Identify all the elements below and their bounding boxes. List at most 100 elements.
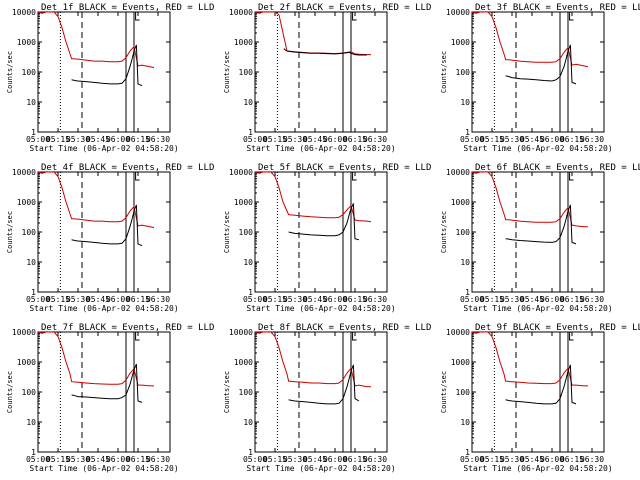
x-tick-label: 05:00 xyxy=(243,455,267,464)
y-axis-label: Counts/sec xyxy=(6,51,14,93)
y-axis-label: Counts/sec xyxy=(223,371,231,413)
y-tick-label: 1 xyxy=(248,128,253,137)
panel-title: Det 9f BLACK = Events, RED = LLD xyxy=(475,323,640,333)
x-axis-label: Start Time (06-Apr-02 04:58:20) xyxy=(463,464,612,473)
panel-det-7: Det 7f BLACK = Events, RED = LLD 1 10 100 10… xyxy=(6,323,214,473)
x-tick-label: 06:00 xyxy=(106,135,130,144)
x-tick-label: 05:00 xyxy=(243,295,267,304)
y-tick-label: 1 xyxy=(248,448,253,457)
panel-title: Det 3f BLACK = Events, RED = LLD xyxy=(475,3,640,13)
y-tick-label: 1000 xyxy=(234,358,253,367)
y-axis-label: Counts/sec xyxy=(6,211,14,253)
marker-bracket xyxy=(352,331,357,341)
y-tick-label: 1000 xyxy=(451,358,470,367)
plot-frame xyxy=(471,171,605,293)
y-tick-label: 100 xyxy=(239,228,254,237)
x-tick-label: 05:30 xyxy=(66,455,90,464)
x-tick-label: 05:15 xyxy=(480,455,504,464)
y-tick-label: 10 xyxy=(460,418,470,427)
x-tick-label: 06:30 xyxy=(363,295,387,304)
x-axis-label: Start Time (06-Apr-02 04:58:20) xyxy=(29,304,178,313)
panel-det-3: Det 3f BLACK = Events, RED = LLD 1 10 100 10… xyxy=(440,3,640,153)
x-tick-label: 06:30 xyxy=(363,135,387,144)
y-tick-label: 1000 xyxy=(451,38,470,47)
x-tick-label: 06:00 xyxy=(323,135,347,144)
panel-det-5: Det 5f BLACK = Events, RED = LLD 1 10 100 10… xyxy=(223,163,431,313)
series-line-lld xyxy=(472,332,588,387)
x-tick-label: 06:15 xyxy=(126,135,150,144)
y-tick-label: 100 xyxy=(239,68,254,77)
x-tick-label: 06:15 xyxy=(560,455,584,464)
series-line-events xyxy=(71,44,143,87)
panel-det-9: Det 9f BLACK = Events, RED = LLD 1 10 100 10… xyxy=(440,323,640,473)
x-tick-label: 05:30 xyxy=(66,295,90,304)
x-tick-label: 05:15 xyxy=(263,295,287,304)
x-tick-label: 05:00 xyxy=(243,135,267,144)
x-tick-label: 05:00 xyxy=(26,135,50,144)
y-tick-label: 10 xyxy=(243,98,253,107)
x-tick-label: 05:30 xyxy=(500,295,524,304)
x-tick-label: 06:15 xyxy=(126,455,150,464)
x-tick-label: 05:00 xyxy=(460,295,484,304)
y-tick-label: 10000 xyxy=(229,328,253,337)
y-axis-label: Counts/sec xyxy=(440,51,448,93)
x-tick-label: 06:30 xyxy=(580,135,604,144)
x-tick-label: 05:45 xyxy=(303,455,327,464)
x-tick-label: 06:30 xyxy=(146,455,170,464)
y-tick-label: 1000 xyxy=(17,358,36,367)
x-axis-label: Start Time (06-Apr-02 04:58:20) xyxy=(29,144,178,153)
y-tick-label: 100 xyxy=(22,68,37,77)
marker-bracket xyxy=(135,331,140,341)
y-tick-label: 10 xyxy=(26,98,36,107)
panel-det-1: Det 1f BLACK = Events, RED = LLD 1 10 100 10… xyxy=(6,3,214,153)
x-tick-label: 06:30 xyxy=(580,295,604,304)
marker-bracket xyxy=(569,171,574,181)
plot-frame xyxy=(37,171,171,293)
plot-frame xyxy=(254,171,388,293)
plot-frame xyxy=(471,331,605,453)
x-tick-label: 05:45 xyxy=(86,295,110,304)
x-axis-label: Start Time (06-Apr-02 04:58:20) xyxy=(463,144,612,153)
y-tick-label: 1000 xyxy=(17,198,36,207)
y-tick-label: 100 xyxy=(456,388,471,397)
plot-frame xyxy=(471,11,605,133)
panel-det-4: Det 4f BLACK = Events, RED = LLD 1 10 100 10… xyxy=(6,163,214,313)
series-line-lld xyxy=(255,332,371,388)
x-tick-label: 05:30 xyxy=(500,455,524,464)
plot-frame xyxy=(37,11,171,133)
x-axis-label: Start Time (06-Apr-02 04:58:20) xyxy=(29,464,178,473)
x-tick-label: 05:15 xyxy=(46,455,70,464)
y-tick-label: 10 xyxy=(243,258,253,267)
x-tick-label: 06:00 xyxy=(540,455,564,464)
series-line-lld xyxy=(255,12,371,56)
x-tick-label: 06:15 xyxy=(343,135,367,144)
y-tick-label: 10000 xyxy=(229,8,253,17)
panel-det-8: Det 8f BLACK = Events, RED = LLD 1 10 100 10… xyxy=(223,323,431,473)
y-tick-label: 10 xyxy=(26,418,36,427)
y-tick-label: 10 xyxy=(26,258,36,267)
y-tick-label: 100 xyxy=(22,228,37,237)
x-tick-label: 05:45 xyxy=(520,455,544,464)
y-tick-label: 1000 xyxy=(234,38,253,47)
x-tick-label: 06:15 xyxy=(343,455,367,464)
x-tick-label: 06:00 xyxy=(540,295,564,304)
series-line-events xyxy=(505,44,577,85)
series-line-events xyxy=(71,204,143,247)
y-tick-label: 1000 xyxy=(451,198,470,207)
x-tick-label: 05:30 xyxy=(283,135,307,144)
marker-bracket xyxy=(352,171,357,181)
y-tick-label: 1000 xyxy=(234,198,253,207)
plot-frame xyxy=(254,11,388,133)
y-tick-label: 1 xyxy=(31,448,36,457)
y-tick-label: 1000 xyxy=(17,38,36,47)
y-tick-label: 10000 xyxy=(12,8,36,17)
marker-bracket xyxy=(352,11,357,21)
y-tick-label: 1 xyxy=(465,448,470,457)
y-tick-label: 10000 xyxy=(229,168,253,177)
series-line-lld xyxy=(38,332,154,387)
y-axis-label: Counts/sec xyxy=(440,371,448,413)
x-tick-label: 05:45 xyxy=(86,455,110,464)
panel-title: Det 2f BLACK = Events, RED = LLD xyxy=(258,3,431,13)
y-axis-label: Counts/sec xyxy=(223,51,231,93)
